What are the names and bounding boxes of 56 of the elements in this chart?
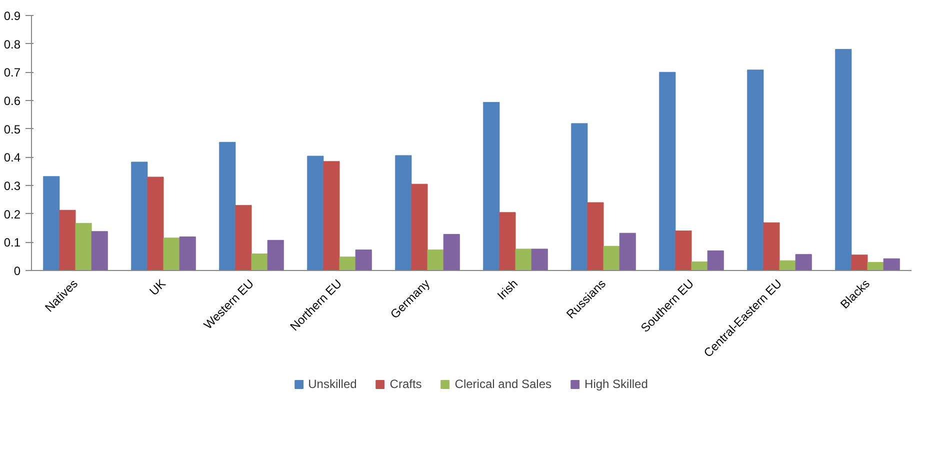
- bar: [883, 258, 900, 270]
- bar: [131, 162, 148, 270]
- bar: [355, 250, 372, 270]
- bar: [179, 236, 196, 270]
- legend-label: Clerical and Sales: [454, 377, 552, 391]
- bar: [251, 254, 268, 270]
- bar: [163, 238, 180, 270]
- bar: [75, 222, 92, 270]
- bar: [619, 232, 636, 270]
- text: 0: [14, 264, 21, 278]
- bar: [531, 248, 548, 270]
- bar: [59, 210, 76, 270]
- bar: [515, 248, 532, 270]
- bar: [219, 142, 236, 270]
- y-tick-label: 0.4: [4, 150, 21, 165]
- bar: [43, 176, 60, 270]
- bar: [443, 234, 460, 270]
- bar: [747, 70, 764, 270]
- y-tick-label: 0.2: [4, 207, 21, 222]
- bar: [707, 250, 724, 270]
- bar: [91, 231, 108, 270]
- bar: [427, 250, 444, 270]
- bar: [603, 246, 620, 270]
- bar: [675, 230, 692, 270]
- bar: [779, 260, 796, 270]
- y-tick-label: 0.5: [4, 122, 21, 136]
- y-tick-label: 0.9: [4, 9, 21, 23]
- bar: [267, 240, 284, 270]
- bar: [499, 212, 516, 270]
- bar: [795, 254, 812, 270]
- y-tick-label: 0.7: [4, 66, 21, 80]
- x-tick-label: UK: [146, 276, 168, 298]
- bar: [691, 261, 708, 270]
- legend-label: Crafts: [390, 377, 422, 391]
- y-tick-label: 0.3: [4, 179, 21, 193]
- y-tick-label: 0.8: [4, 37, 21, 52]
- y-tick-label: 0.6: [4, 94, 21, 108]
- legend-label: Unskilled: [308, 377, 357, 391]
- x-tick-label: Irish: [494, 276, 520, 302]
- bar: [587, 202, 604, 270]
- bar: [411, 184, 428, 270]
- bar: [483, 102, 500, 270]
- bar: [323, 161, 340, 270]
- bar: [235, 205, 252, 270]
- bar: [339, 256, 356, 270]
- y-tick-label: 0.1: [4, 236, 21, 250]
- bar: [867, 262, 884, 270]
- bar: [659, 72, 676, 270]
- legend-label: High Skilled: [584, 377, 648, 391]
- bar: [307, 156, 324, 270]
- bar: [395, 155, 412, 270]
- bar: [851, 254, 868, 270]
- bar: [571, 123, 588, 270]
- bar: [835, 48, 852, 270]
- bar: [147, 176, 164, 270]
- bar: [763, 222, 780, 270]
